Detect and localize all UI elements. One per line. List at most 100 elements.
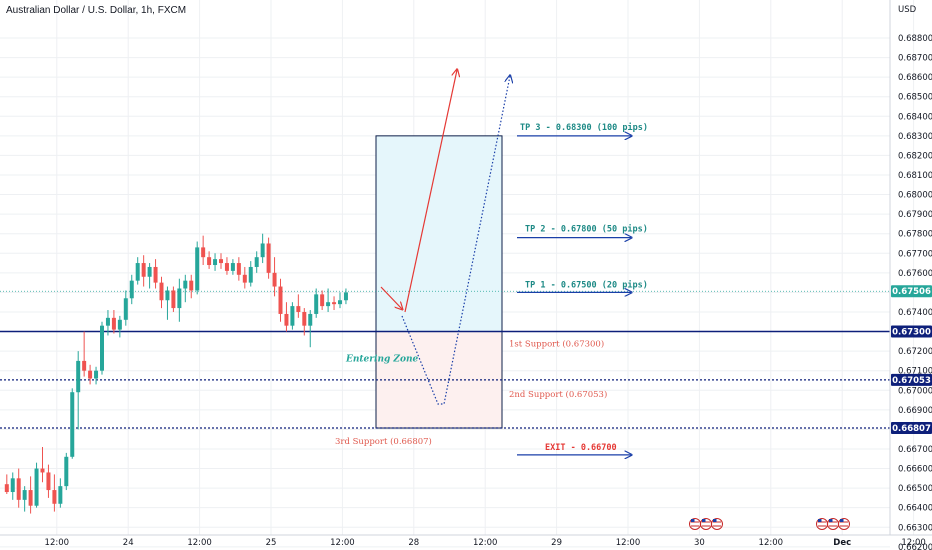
flag-canton bbox=[829, 519, 833, 522]
price-tick-label: 0.66500 bbox=[898, 484, 932, 494]
candle-body bbox=[242, 274, 247, 283]
candle-body bbox=[296, 306, 301, 312]
candle-body bbox=[123, 298, 128, 320]
exit-label: EXIT - 0.66700 bbox=[545, 443, 617, 453]
time-tick-label: 24 bbox=[123, 538, 134, 548]
price-tick-label: 0.66200 bbox=[898, 543, 932, 550]
candle-body bbox=[64, 456, 69, 487]
price-tick-label: 0.68400 bbox=[898, 112, 932, 122]
bull-projection-arrow bbox=[404, 70, 457, 313]
candle-body bbox=[320, 294, 325, 307]
flag-canton bbox=[713, 519, 717, 522]
candle-body bbox=[22, 490, 27, 500]
flag-canton bbox=[818, 519, 822, 522]
candle-body bbox=[105, 317, 110, 326]
last-price-badge bbox=[891, 285, 932, 298]
candles bbox=[4, 233, 348, 514]
price-tick-label: 0.68600 bbox=[898, 73, 932, 83]
time-tick-label: 12:00 bbox=[616, 538, 641, 548]
candle-body bbox=[213, 259, 218, 266]
candle-body bbox=[76, 360, 81, 393]
candle-body bbox=[314, 294, 319, 314]
time-tick-label: 12:00 bbox=[187, 538, 212, 548]
flag-canton bbox=[691, 519, 695, 522]
candle-body bbox=[224, 263, 229, 271]
candle-body bbox=[70, 392, 75, 457]
support1-label: 1st Support (0.67300) bbox=[509, 339, 604, 350]
time-tick-label: 12:00 bbox=[901, 538, 926, 548]
tp2-label: TP 2 - 0.67800 (50 pips) bbox=[525, 224, 648, 235]
time-axis[interactable]: 12:00 24 12:00 25 12:00 28 12:00 29 12:00 30 12:00… bbox=[0, 518, 932, 549]
flag-canton bbox=[840, 519, 844, 522]
loss-zone bbox=[376, 331, 502, 429]
time-tick-label: 12:00 bbox=[330, 538, 355, 548]
last-price-badge-label: 0.67506 bbox=[892, 287, 931, 297]
entry-arrow bbox=[380, 286, 402, 309]
candle-body bbox=[266, 243, 271, 273]
currency-label: USD bbox=[898, 5, 917, 15]
flag-canton bbox=[702, 519, 706, 522]
candle-body bbox=[189, 280, 194, 291]
time-tick-label: 12:00 bbox=[473, 538, 498, 548]
level-price-badge-label: 0.66807 bbox=[892, 424, 931, 434]
time-tick-label: 28 bbox=[408, 538, 419, 548]
price-tick-label: 0.68200 bbox=[898, 151, 932, 161]
candle-body bbox=[248, 266, 253, 283]
candle-body bbox=[183, 280, 188, 289]
level-price-badge bbox=[891, 373, 932, 386]
tp1-label: TP 1 - 0.67500 (20 pips) bbox=[525, 279, 648, 290]
profit-zone bbox=[376, 135, 502, 332]
annotation-labels: TP 3 - 0.68300 (100 pips) TP 2 - 0.67800 … bbox=[335, 122, 648, 453]
candle-body bbox=[272, 272, 277, 287]
candle-body bbox=[46, 472, 51, 491]
level-price-badge bbox=[891, 422, 932, 435]
price-tick-label: 0.68300 bbox=[898, 132, 932, 142]
level-price-badge bbox=[891, 325, 932, 338]
support2-label: 2nd Support (0.67053) bbox=[509, 389, 607, 400]
price-tick-label: 0.68000 bbox=[898, 191, 932, 201]
candle-body bbox=[308, 313, 313, 326]
candle-body bbox=[28, 490, 33, 506]
candle-body bbox=[58, 486, 63, 504]
price-tick-label: 0.67900 bbox=[898, 210, 932, 220]
time-tick-label: Dec bbox=[833, 538, 851, 548]
time-tick-label: 25 bbox=[266, 538, 277, 548]
position-box-border bbox=[375, 135, 503, 429]
candle-body bbox=[153, 266, 158, 283]
chart-title: Australian Dollar / U.S. Dollar, 1h, FXC… bbox=[6, 5, 186, 16]
candle-body bbox=[4, 484, 9, 493]
candle-body bbox=[284, 313, 289, 326]
entering-zone-label: Entering Zone bbox=[345, 355, 419, 365]
price-tick-label: 0.67400 bbox=[898, 308, 932, 318]
candle-body bbox=[326, 302, 331, 307]
candle-body bbox=[201, 247, 206, 258]
price-tick-label: 0.67800 bbox=[898, 230, 932, 240]
time-tick-label: 12:00 bbox=[45, 538, 70, 548]
candle-body bbox=[260, 243, 265, 258]
price-tick-label: 0.66400 bbox=[898, 504, 932, 514]
candle-body bbox=[10, 478, 15, 493]
candle-body bbox=[100, 325, 104, 371]
time-tick-label: 30 bbox=[694, 538, 705, 548]
candle-body bbox=[141, 263, 146, 277]
candle-body bbox=[135, 263, 140, 281]
candle-body bbox=[129, 280, 134, 299]
candle-body bbox=[195, 247, 200, 291]
support-levels bbox=[0, 290, 890, 429]
tp3-label: TP 3 - 0.68300 (100 pips) bbox=[520, 122, 648, 133]
price-tick-label: 0.68700 bbox=[898, 54, 932, 64]
candle-body bbox=[147, 266, 152, 277]
dip-projection-path bbox=[401, 76, 510, 405]
price-tick-label: 0.66700 bbox=[898, 445, 932, 455]
price-tick-label: 0.67100 bbox=[898, 367, 932, 377]
price-axis[interactable]: 0.68800 0.68700 0.68600 0.68500 0.68400 0.683… bbox=[889, 0, 932, 550]
candle-body bbox=[94, 370, 99, 379]
price-tick-label: 0.67700 bbox=[898, 249, 932, 259]
candle-body bbox=[278, 286, 283, 314]
candle-body bbox=[171, 290, 176, 309]
candle-body bbox=[343, 292, 348, 301]
price-tick-label: 0.68800 bbox=[898, 34, 932, 44]
candle-body bbox=[332, 302, 337, 305]
level-price-badge-label: 0.67053 bbox=[892, 376, 931, 386]
